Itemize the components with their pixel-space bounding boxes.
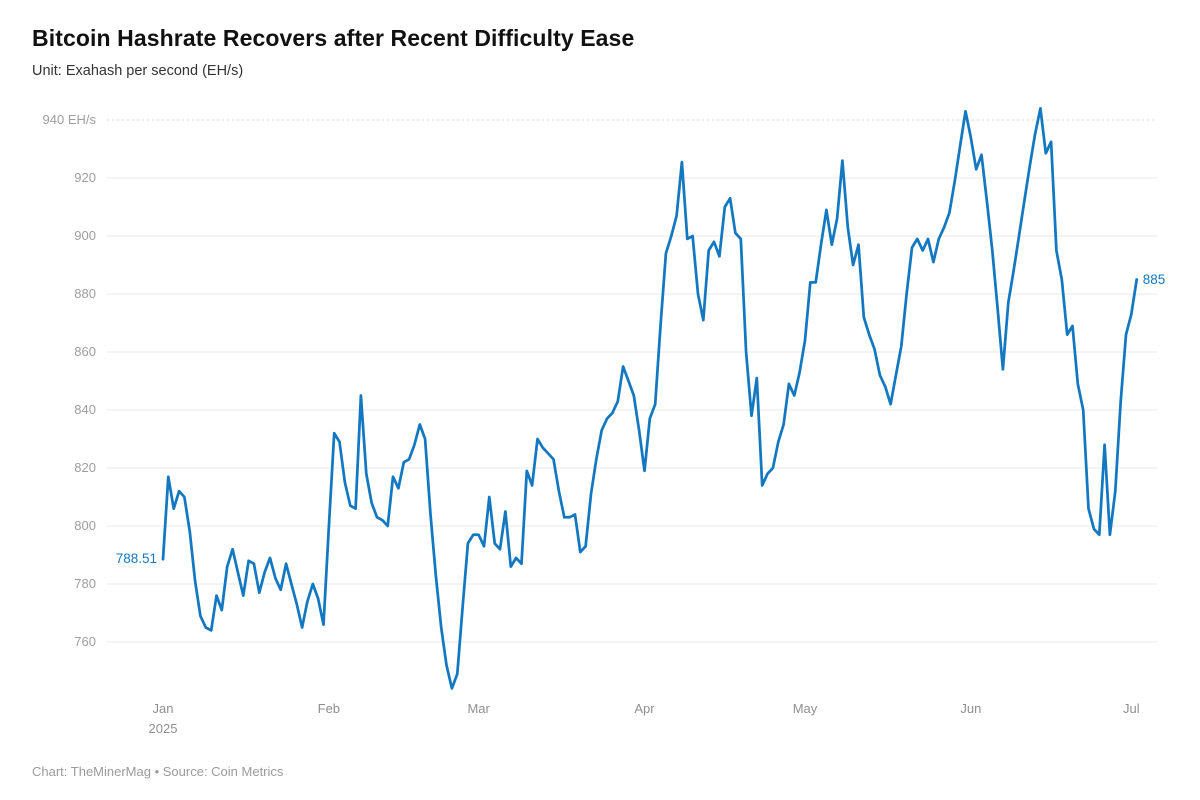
y-axis-tick-label: 760	[74, 634, 96, 649]
y-axis-tick-label: 920	[74, 170, 96, 185]
x-axis-tick-label: Jun	[960, 701, 982, 716]
page-title: Bitcoin Hashrate Recovers after Recent D…	[32, 25, 635, 51]
y-axis-tick-label: 840	[74, 402, 96, 417]
x-axis-tick-label: Jul	[1123, 701, 1140, 716]
x-axis-tick-label: May	[792, 701, 818, 716]
y-axis-tick-label: 860	[74, 344, 96, 359]
y-axis-tick-label: 820	[74, 460, 96, 475]
x-axis-tick-label: Apr	[634, 701, 655, 716]
x-axis-year-label: 2025	[148, 721, 178, 736]
last-value-label: 885	[1142, 271, 1166, 287]
hashrate-series-line	[161, 107, 1139, 690]
y-axis-tick-label: 800	[74, 518, 96, 533]
chart-unit-subtitle: Unit: Exahash per second (EH/s)	[32, 63, 244, 79]
first-value-label: 788.51	[115, 551, 157, 567]
source-credit: Chart: TheMinerMag • Source: Coin Metric…	[32, 764, 284, 779]
y-axis-tick-label: 900	[74, 228, 96, 243]
x-axis-tick-label: Feb	[317, 701, 341, 716]
y-axis-tick-label: 780	[74, 576, 96, 591]
x-axis-tick-label: Mar	[467, 701, 490, 716]
y-axis-tick-label: 880	[74, 286, 96, 301]
y-axis-tick-label: 940 EH/s	[42, 112, 96, 127]
x-axis-tick-label: Jan	[152, 701, 174, 716]
